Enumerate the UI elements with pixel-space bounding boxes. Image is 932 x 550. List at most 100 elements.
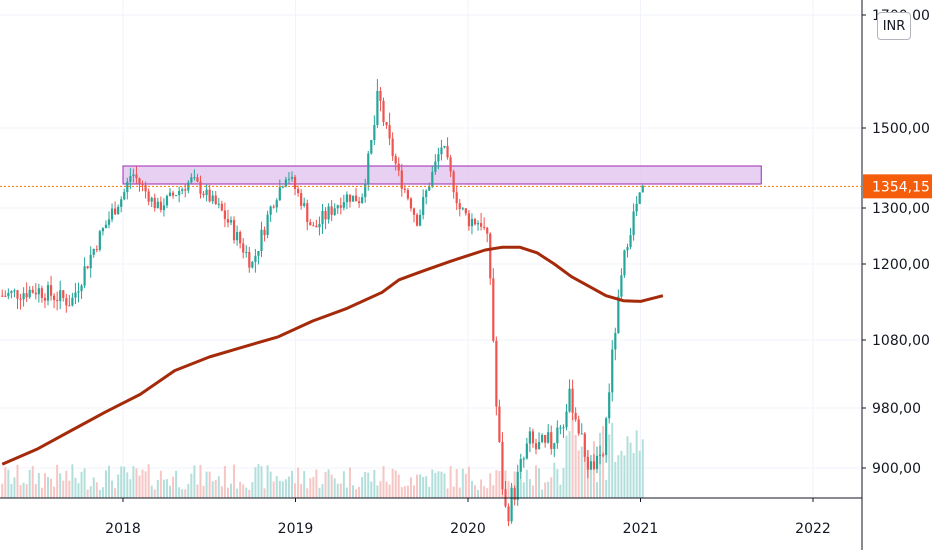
volume-bar <box>522 482 525 498</box>
volume-bar <box>434 472 437 498</box>
candle-body <box>586 456 589 470</box>
candle-body <box>77 291 80 293</box>
volume-bar <box>477 489 480 498</box>
volume-bar <box>114 488 117 498</box>
volume-bar <box>22 482 25 498</box>
volume-bar <box>1 483 4 498</box>
resistance-zone[interactable] <box>122 165 762 185</box>
candle-body <box>236 232 239 241</box>
volume-bar <box>553 462 556 498</box>
volume-bar <box>388 484 391 498</box>
volume-bar <box>236 488 239 498</box>
candle-body <box>168 192 172 196</box>
candle-body <box>501 441 504 490</box>
volume-bar <box>507 481 510 498</box>
volume-bar <box>47 477 49 498</box>
volume-bar <box>599 432 602 498</box>
candle-body <box>315 225 318 228</box>
candle-body <box>571 388 574 413</box>
candle-body <box>129 176 132 182</box>
candle-body <box>623 250 626 276</box>
candle-body <box>80 285 83 292</box>
candle-body <box>229 220 233 223</box>
volume-bar <box>531 485 534 498</box>
volume-bar <box>297 467 300 498</box>
volume-bar <box>602 426 605 498</box>
time-tick-label: 2019 <box>278 521 314 537</box>
candle-body <box>531 431 535 444</box>
candle-body <box>592 461 596 470</box>
volume-bar <box>437 471 440 498</box>
candle-body <box>303 203 306 206</box>
volume-bar <box>446 488 449 498</box>
candle-body <box>397 163 400 171</box>
volume-bar <box>364 471 367 498</box>
candle-body <box>473 219 477 225</box>
price-tick-label: 1080,00 <box>872 333 930 349</box>
candle-body <box>495 340 498 407</box>
candle-body <box>464 208 467 214</box>
candle-body <box>333 208 336 215</box>
volume-bar <box>614 462 617 498</box>
volume-bar <box>416 474 419 498</box>
volume-bar <box>373 469 376 498</box>
volume-bar <box>287 476 290 498</box>
candle-body <box>214 195 217 205</box>
volume-bar <box>348 467 351 498</box>
candle-body <box>272 206 275 208</box>
candle-body <box>132 174 135 177</box>
candles <box>1 79 644 527</box>
candle-body <box>104 224 108 229</box>
volume-bar <box>458 487 461 498</box>
volume-bar <box>83 468 86 498</box>
candle-body <box>537 442 541 450</box>
candle-body <box>7 292 10 297</box>
candle-body <box>480 223 483 227</box>
candle-body <box>559 427 562 429</box>
candle-body <box>351 195 355 202</box>
volume-bar <box>56 464 59 498</box>
candle-body <box>34 292 37 295</box>
volume-bar <box>419 474 422 498</box>
volume-bar <box>483 486 486 498</box>
volume-bar <box>178 487 181 498</box>
candle-body <box>150 197 153 202</box>
volume-bar <box>190 473 193 498</box>
candle-body <box>544 435 547 443</box>
candle-body <box>208 189 211 202</box>
volume-bar <box>596 482 598 498</box>
volume-bar <box>495 470 498 498</box>
volume-bar <box>205 471 208 498</box>
volume-bar <box>519 479 522 498</box>
volume-bar <box>153 489 156 498</box>
currency-badge[interactable]: INR <box>877 12 911 40</box>
candle-body <box>324 210 327 220</box>
volume-bar <box>147 464 150 498</box>
volume-bar <box>4 467 7 498</box>
candle-body <box>391 138 394 157</box>
volume-bar <box>406 485 409 498</box>
candle-body <box>306 203 309 223</box>
time-tick-label: 2020 <box>450 521 486 537</box>
candle-body <box>513 487 516 500</box>
candle-body <box>117 206 120 215</box>
volume-bar <box>425 476 428 498</box>
volume-bar <box>342 471 345 498</box>
candle-body <box>110 208 114 220</box>
candle-body <box>159 201 162 210</box>
candle-body <box>629 235 632 248</box>
candle-body <box>379 90 382 101</box>
volume-bar <box>580 446 583 498</box>
candle-body <box>403 188 406 190</box>
volume-bar <box>242 484 245 498</box>
candle-body <box>519 459 522 472</box>
candle-body <box>345 194 348 203</box>
candle-body <box>22 293 25 300</box>
candle-body <box>190 177 193 183</box>
candle-body <box>614 333 617 350</box>
volume-bar <box>300 484 303 498</box>
candle-body <box>525 443 528 459</box>
candle-body <box>16 290 19 299</box>
volume-bar <box>98 489 101 498</box>
